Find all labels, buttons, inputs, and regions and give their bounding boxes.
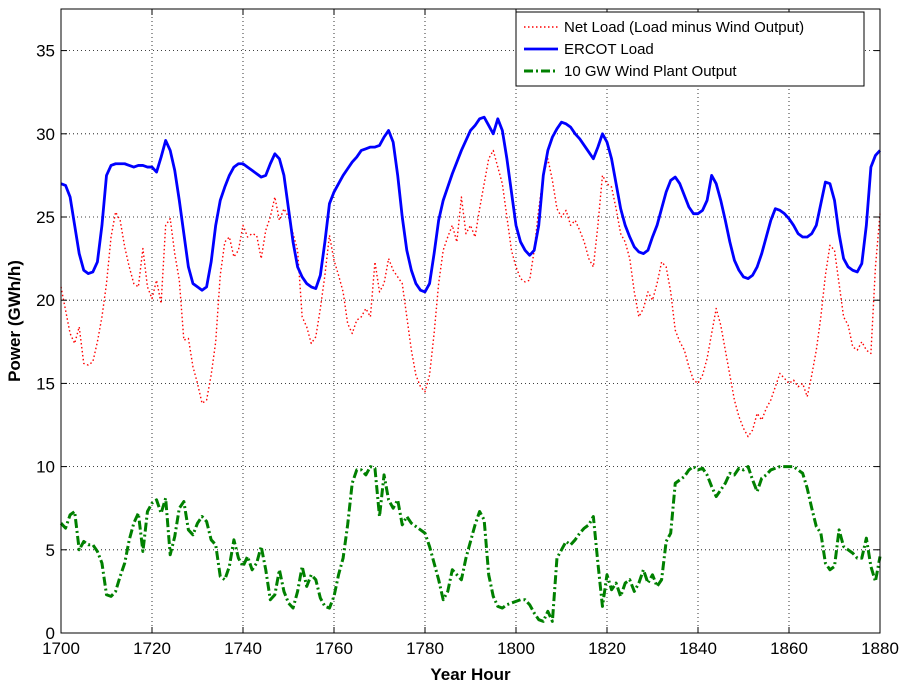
- gridlines: [61, 9, 880, 633]
- series-lines: [59, 115, 882, 623]
- series-ercot-load-line: [60, 115, 882, 294]
- y-tick-label: 0: [46, 624, 55, 643]
- axis-tick-labels: 1700 1720 1740 1760 1780 1800 1820 1840 1860 1880…: [36, 42, 899, 658]
- y-tick-label: 5: [46, 541, 55, 560]
- x-tick-label: 1760: [315, 639, 353, 658]
- legend-label-wind-output: 10 GW Wind Plant Output: [564, 63, 737, 80]
- y-tick-label: 20: [36, 291, 55, 310]
- x-tick-label: 1700: [42, 639, 80, 658]
- y-tick-label: 30: [36, 125, 55, 144]
- axis-ticks: [60, 9, 881, 634]
- plot-frame: [60, 8, 881, 634]
- y-tick-label: 25: [36, 208, 55, 227]
- x-tick-label: 1720: [133, 639, 171, 658]
- series-wind-output-line: [59, 465, 882, 623]
- y-axis-title: Power (GWh/h): [5, 260, 24, 382]
- legend-label-net-load: Net Load (Load minus Wind Output): [564, 19, 804, 36]
- legend-box: [515, 11, 865, 87]
- x-tick-label: 1740: [224, 639, 262, 658]
- legend: Net Load (Load minus Wind Output) ERCOT …: [515, 11, 865, 87]
- x-tick-label: 1840: [679, 639, 717, 658]
- x-axis-title: Year Hour: [430, 665, 511, 684]
- y-tick-label: 10: [36, 458, 55, 477]
- x-tick-label: 1880: [861, 639, 899, 658]
- x-tick-label: 1820: [588, 639, 626, 658]
- x-tick-label: 1780: [406, 639, 444, 658]
- x-tick-label: 1860: [770, 639, 808, 658]
- legend-label-ercot-load: ERCOT Load: [564, 41, 654, 58]
- y-tick-label: 35: [36, 42, 55, 61]
- series-net-load-line: [60, 149, 881, 438]
- y-tick-label: 15: [36, 374, 55, 393]
- x-tick-label: 1800: [497, 639, 535, 658]
